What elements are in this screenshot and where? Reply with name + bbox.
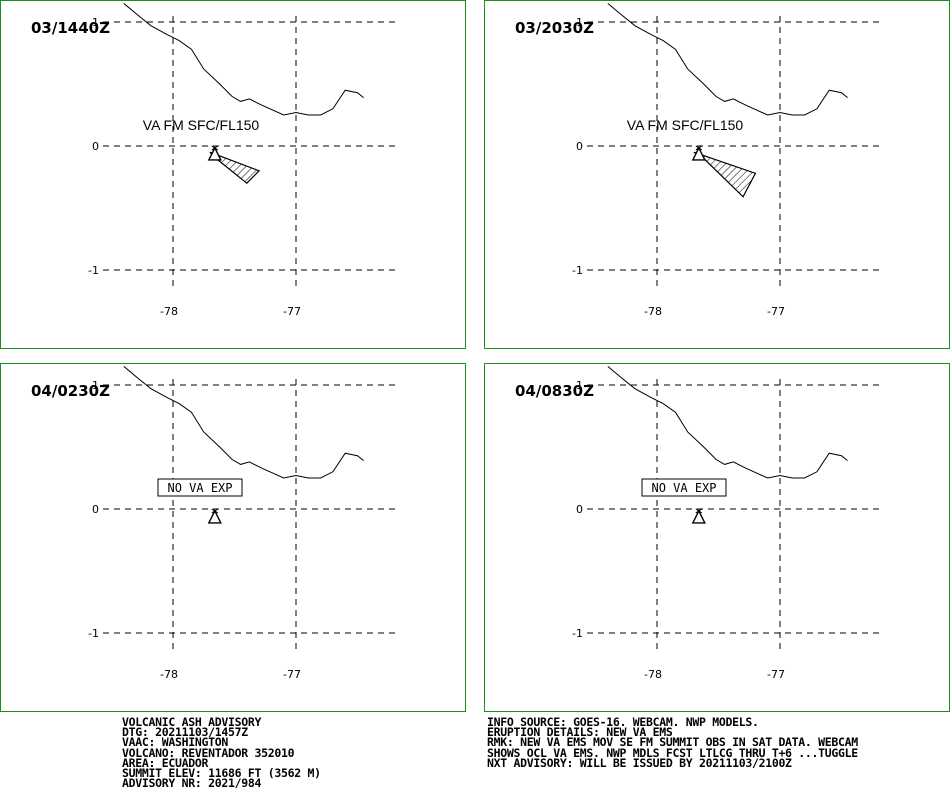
lat-tick-label: 1 xyxy=(576,379,583,392)
map-svg-2: 1 0 -1 -78 -77 VA FM SFC/FL150 xyxy=(572,3,880,318)
lon-tick-label: -78 xyxy=(644,668,662,681)
volcano-triangle-icon xyxy=(207,509,222,524)
ash-altitude-label: VA FM SFC/FL150 xyxy=(143,117,260,133)
lat-tick-label: 0 xyxy=(92,140,99,153)
lon-tick-label: -77 xyxy=(283,305,301,318)
lon-tick-label: -78 xyxy=(160,305,178,318)
lat-tick-label: -1 xyxy=(572,627,583,640)
lon-tick-label: -77 xyxy=(767,668,785,681)
advisory-volcano: VOLCANO: REVENTADOR 352010 xyxy=(122,745,295,760)
advisory-next: NXT ADVISORY: WILL BE ISSUED BY 20211103… xyxy=(487,755,792,770)
no-ash-label: NO VA EXP xyxy=(167,481,232,495)
lat-tick-label: 0 xyxy=(92,503,99,516)
lat-tick-label: 1 xyxy=(92,16,99,29)
advisory-summit-elev: SUMMIT ELEV: 11686 FT (3562 M) xyxy=(122,766,321,781)
lon-tick-label: -78 xyxy=(644,305,662,318)
advisory-info-source: INFO SOURCE: GOES-16. WEBCAM. NWP MODELS… xyxy=(487,715,759,729)
lat-tick-label: -1 xyxy=(572,264,583,277)
advisory-info-right: INFO SOURCE: GOES-16. WEBCAM. NWP MODELS… xyxy=(487,715,858,770)
no-ash-label-box xyxy=(157,478,243,497)
forecast-panel-4: 1 0 -1 -78 -77 NO VA EXP 04/0830Z xyxy=(484,363,950,712)
advisory-dtg: DTG: 20211103/1457Z xyxy=(122,725,248,740)
forecast-panel-3: 1 0 -1 -78 -77 NO VA EXP 04/0230Z xyxy=(0,363,466,712)
volcano-triangle-icon xyxy=(691,509,706,524)
forecast-panel-2: 1 0 -1 -78 -77 VA FM SFC/FL150 03/2030Z xyxy=(484,0,950,349)
advisory-area: AREA: ECUADOR xyxy=(122,755,209,770)
panel-time: 03/2030Z xyxy=(515,19,594,37)
no-ash-label-box xyxy=(641,478,727,497)
advisory-vaac: VAAC: WASHINGTON xyxy=(122,735,228,750)
map-svg-4: 1 0 -1 -78 -77 NO VA EXP xyxy=(572,366,880,681)
forecast-panel-1: 1 0 -1 -78 -77 VA FM SFC/FL150 03/1440Z xyxy=(0,0,466,349)
map-svg-3: 1 0 -1 -78 -77 NO VA EXP xyxy=(88,366,396,681)
ash-altitude-label: VA FM SFC/FL150 xyxy=(627,117,744,133)
advisory-remark-2: SHOWS OCL VA EMS. NWP MDLS FCST LTLCG TH… xyxy=(487,745,858,760)
map-svg-1: 1 0 -1 -78 -77 VA FM SFC/FL150 xyxy=(88,3,396,318)
country-border-line xyxy=(123,3,364,116)
lat-tick-label: -1 xyxy=(88,264,99,277)
lat-tick-label: 1 xyxy=(92,379,99,392)
country-border-line xyxy=(607,366,848,479)
panel-time: 04/0830Z xyxy=(515,382,594,400)
lon-tick-label: -77 xyxy=(283,668,301,681)
advisory-info-left: VOLCANIC ASH ADVISORY DTG: 20211103/1457… xyxy=(122,715,321,791)
advisory-title: VOLCANIC ASH ADVISORY xyxy=(122,715,262,729)
lon-tick-label: -78 xyxy=(160,668,178,681)
country-border-line xyxy=(123,366,364,479)
volcano-triangle-icon xyxy=(207,146,222,161)
lat-tick-label: 0 xyxy=(576,503,583,516)
lon-tick-label: -77 xyxy=(767,305,785,318)
advisory-eruption-details: ERUPTION DETAILS: NEW VA EMS xyxy=(487,725,673,740)
advisory-number: ADVISORY NR: 2021/984 xyxy=(122,776,262,791)
panel-time: 04/0230Z xyxy=(31,382,110,400)
lat-tick-label: -1 xyxy=(88,627,99,640)
lat-tick-label: 1 xyxy=(576,16,583,29)
country-border-line xyxy=(607,3,848,116)
lat-tick-label: 0 xyxy=(576,140,583,153)
advisory-remark-1: RMK: NEW VA EMS MOV SE FM SUMMIT OBS IN … xyxy=(487,735,858,750)
no-ash-label: NO VA EXP xyxy=(651,481,716,495)
panel-time: 03/1440Z xyxy=(31,19,110,37)
volcano-triangle-icon xyxy=(691,146,706,161)
